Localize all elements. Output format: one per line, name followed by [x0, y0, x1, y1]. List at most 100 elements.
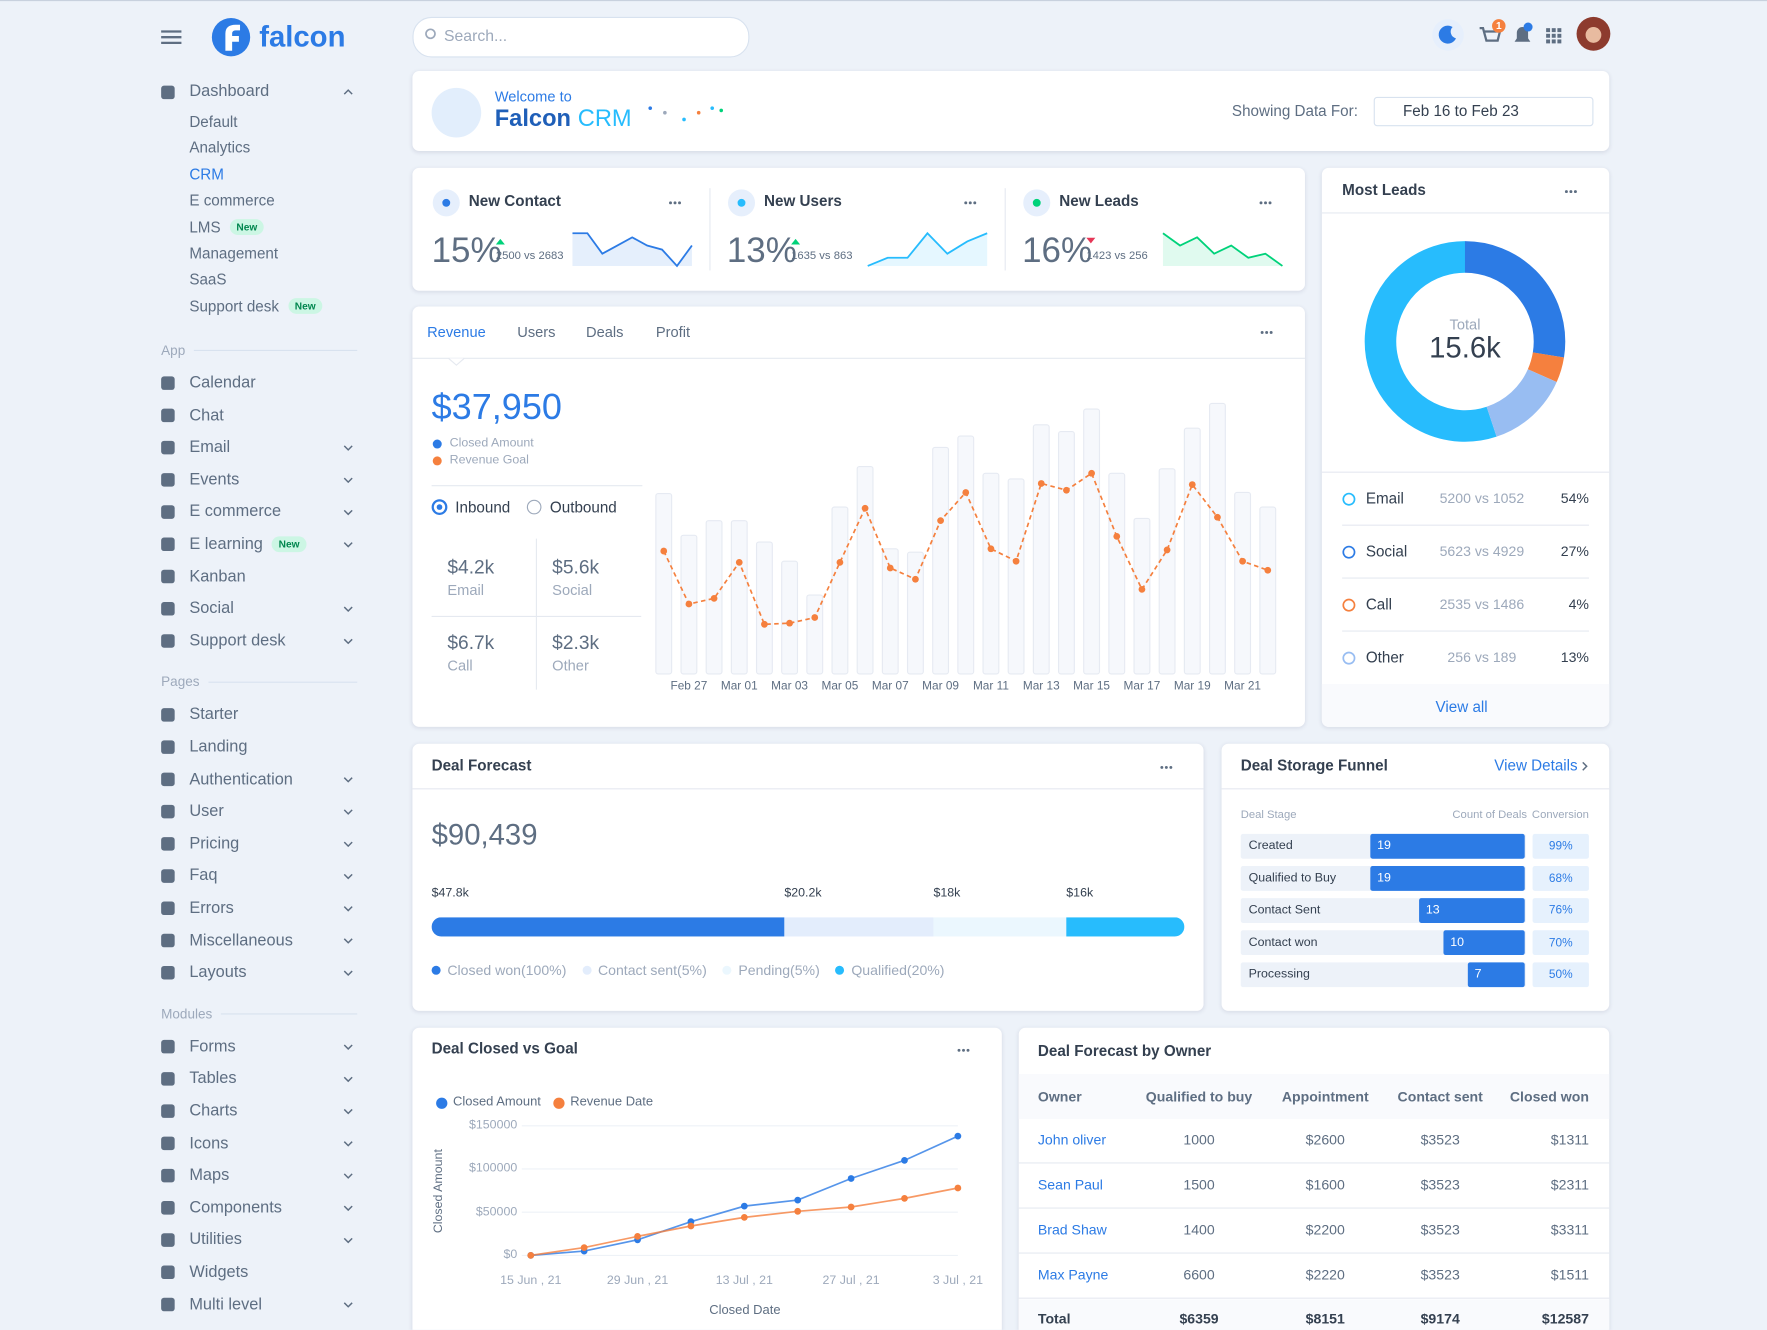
nav-item[interactable]: Management — [189, 245, 278, 262]
tab[interactable]: Revenue — [427, 323, 486, 341]
nav-item[interactable]: SaaS — [189, 271, 226, 288]
nav-item[interactable]: Forms — [189, 1038, 235, 1056]
nav-item[interactable]: Widgets — [189, 1263, 248, 1281]
nav-link[interactable]: SaaS — [189, 271, 227, 289]
range-label: Showing Data For: — [1231, 102, 1358, 120]
chevron — [343, 970, 353, 977]
nav-icon — [161, 408, 175, 423]
view-details-link[interactable]: View Details — [1494, 757, 1578, 775]
nav-item[interactable]: Landing — [189, 738, 247, 756]
radio-label[interactable]: Outbound — [549, 499, 617, 517]
nav-link[interactable]: Icons — [189, 1134, 229, 1153]
view-all-link[interactable]: View all — [1435, 698, 1488, 716]
date-input[interactable] — [1373, 96, 1594, 127]
nav-item[interactable]: Miscellaneous — [189, 931, 293, 949]
nav-link[interactable]: Kanban — [189, 567, 246, 586]
nav-icon — [161, 1265, 175, 1280]
nav-item[interactable]: Kanban — [189, 568, 245, 586]
nav-item[interactable]: Chat — [189, 406, 224, 424]
nav-link[interactable]: Errors — [189, 899, 234, 918]
nav-item[interactable]: Multi level — [189, 1295, 262, 1313]
nav-item[interactable]: Analytics — [189, 140, 250, 157]
nav-link[interactable]: E learning — [189, 535, 263, 554]
nav-item[interactable]: Support desk — [189, 632, 285, 650]
nav-item[interactable]: Social — [189, 600, 234, 618]
nav-item[interactable]: Charts — [189, 1102, 237, 1120]
owner-name[interactable]: John oliver — [1037, 1131, 1107, 1148]
tab[interactable]: Deals — [585, 323, 624, 341]
nav-link[interactable]: Analytics — [189, 139, 251, 157]
date-range[interactable]: Feb 16 to Feb 23 — [1403, 102, 1519, 120]
nav-item[interactable]: E learning New — [189, 535, 307, 554]
nav-item[interactable]: Authentication — [189, 770, 293, 788]
nav-link[interactable]: Forms — [189, 1037, 236, 1056]
owner-name[interactable]: Brad Shaw — [1037, 1222, 1107, 1238]
nav-item[interactable]: Pricing — [189, 835, 239, 853]
nav-item[interactable]: Maps — [189, 1167, 229, 1185]
nav-link[interactable]: Pricing — [189, 834, 240, 853]
nav-icon — [161, 1297, 175, 1312]
nav-item[interactable]: Starter — [189, 706, 238, 724]
nav-item[interactable]: Utilities — [189, 1231, 242, 1249]
nav-link[interactable]: LMS — [189, 218, 221, 236]
apps-icon — [1546, 28, 1551, 33]
point — [1088, 469, 1095, 477]
tab[interactable]: Profit — [655, 323, 691, 341]
nav-item[interactable]: Events — [189, 471, 239, 489]
nav-link[interactable]: Default — [189, 113, 238, 131]
nav-item[interactable]: Faq — [189, 867, 217, 885]
menu-dot — [968, 201, 972, 205]
nav-item[interactable]: Components — [189, 1199, 282, 1217]
nav-link[interactable]: User — [189, 802, 224, 821]
nav-link[interactable]: Events — [189, 470, 240, 489]
nav-item[interactable]: E commerce — [189, 192, 274, 209]
nav-link[interactable]: E commerce — [189, 192, 275, 210]
nav-link[interactable]: Social — [189, 599, 234, 618]
tab[interactable]: Users — [517, 323, 556, 341]
nav-link[interactable]: Chat — [189, 406, 224, 425]
nav-link[interactable]: Email — [189, 438, 231, 457]
nav-item[interactable]: Icons — [189, 1134, 228, 1152]
nav-item[interactable]: Support desk New — [189, 297, 323, 315]
owner-name[interactable]: Sean Paul — [1037, 1177, 1103, 1193]
nav-link[interactable]: Layouts — [189, 963, 247, 982]
point — [937, 517, 944, 525]
nav-item[interactable]: E commerce — [189, 503, 281, 521]
nav-item[interactable]: Tables — [189, 1070, 236, 1088]
search-placeholder[interactable]: Search... — [444, 26, 508, 45]
nav-item[interactable]: Layouts — [189, 964, 246, 982]
nav-item[interactable]: Email — [189, 439, 230, 457]
nav-item[interactable]: Default — [189, 113, 237, 130]
nav-link[interactable]: Starter — [189, 705, 239, 724]
nav-item[interactable]: Calendar — [189, 374, 255, 392]
nav-link[interactable]: Utilities — [189, 1231, 242, 1250]
menu-dot — [957, 1048, 961, 1052]
nav-group[interactable]: Dashboard — [189, 82, 270, 101]
nav-link[interactable]: Miscellaneous — [189, 931, 293, 950]
nav-link[interactable]: Management — [189, 245, 279, 263]
nav-link[interactable]: Support desk — [189, 631, 286, 650]
nav-link[interactable]: Calendar — [189, 374, 256, 393]
apps-icon — [1551, 39, 1556, 44]
owner-name[interactable]: Max Payne — [1037, 1267, 1109, 1283]
nav-link[interactable]: Components — [189, 1198, 282, 1217]
lead-percent: 13% — [1560, 649, 1589, 666]
nav-item[interactable]: User — [189, 803, 224, 821]
nav-link[interactable]: Authentication — [189, 770, 293, 789]
nav-item[interactable]: Errors — [189, 899, 233, 917]
nav-link[interactable]: CRM — [189, 165, 224, 183]
nav-item[interactable]: LMS New — [189, 218, 265, 236]
radio-label[interactable]: Inbound — [455, 499, 511, 517]
nav-link[interactable]: Widgets — [189, 1263, 249, 1282]
nav-link[interactable]: Charts — [189, 1102, 238, 1121]
nav-link[interactable]: Tables — [189, 1069, 237, 1088]
chevron — [343, 1044, 353, 1050]
nav-link[interactable]: Maps — [189, 1166, 230, 1185]
nav-link[interactable]: Landing — [189, 738, 248, 757]
nav-link[interactable]: Support desk — [189, 297, 279, 315]
apps-icon — [1551, 28, 1556, 33]
nav-link[interactable]: E commerce — [189, 503, 282, 522]
nav-item[interactable]: CRM — [189, 166, 224, 183]
nav-link[interactable]: Multi level — [189, 1295, 262, 1314]
nav-link[interactable]: Faq — [189, 867, 218, 886]
